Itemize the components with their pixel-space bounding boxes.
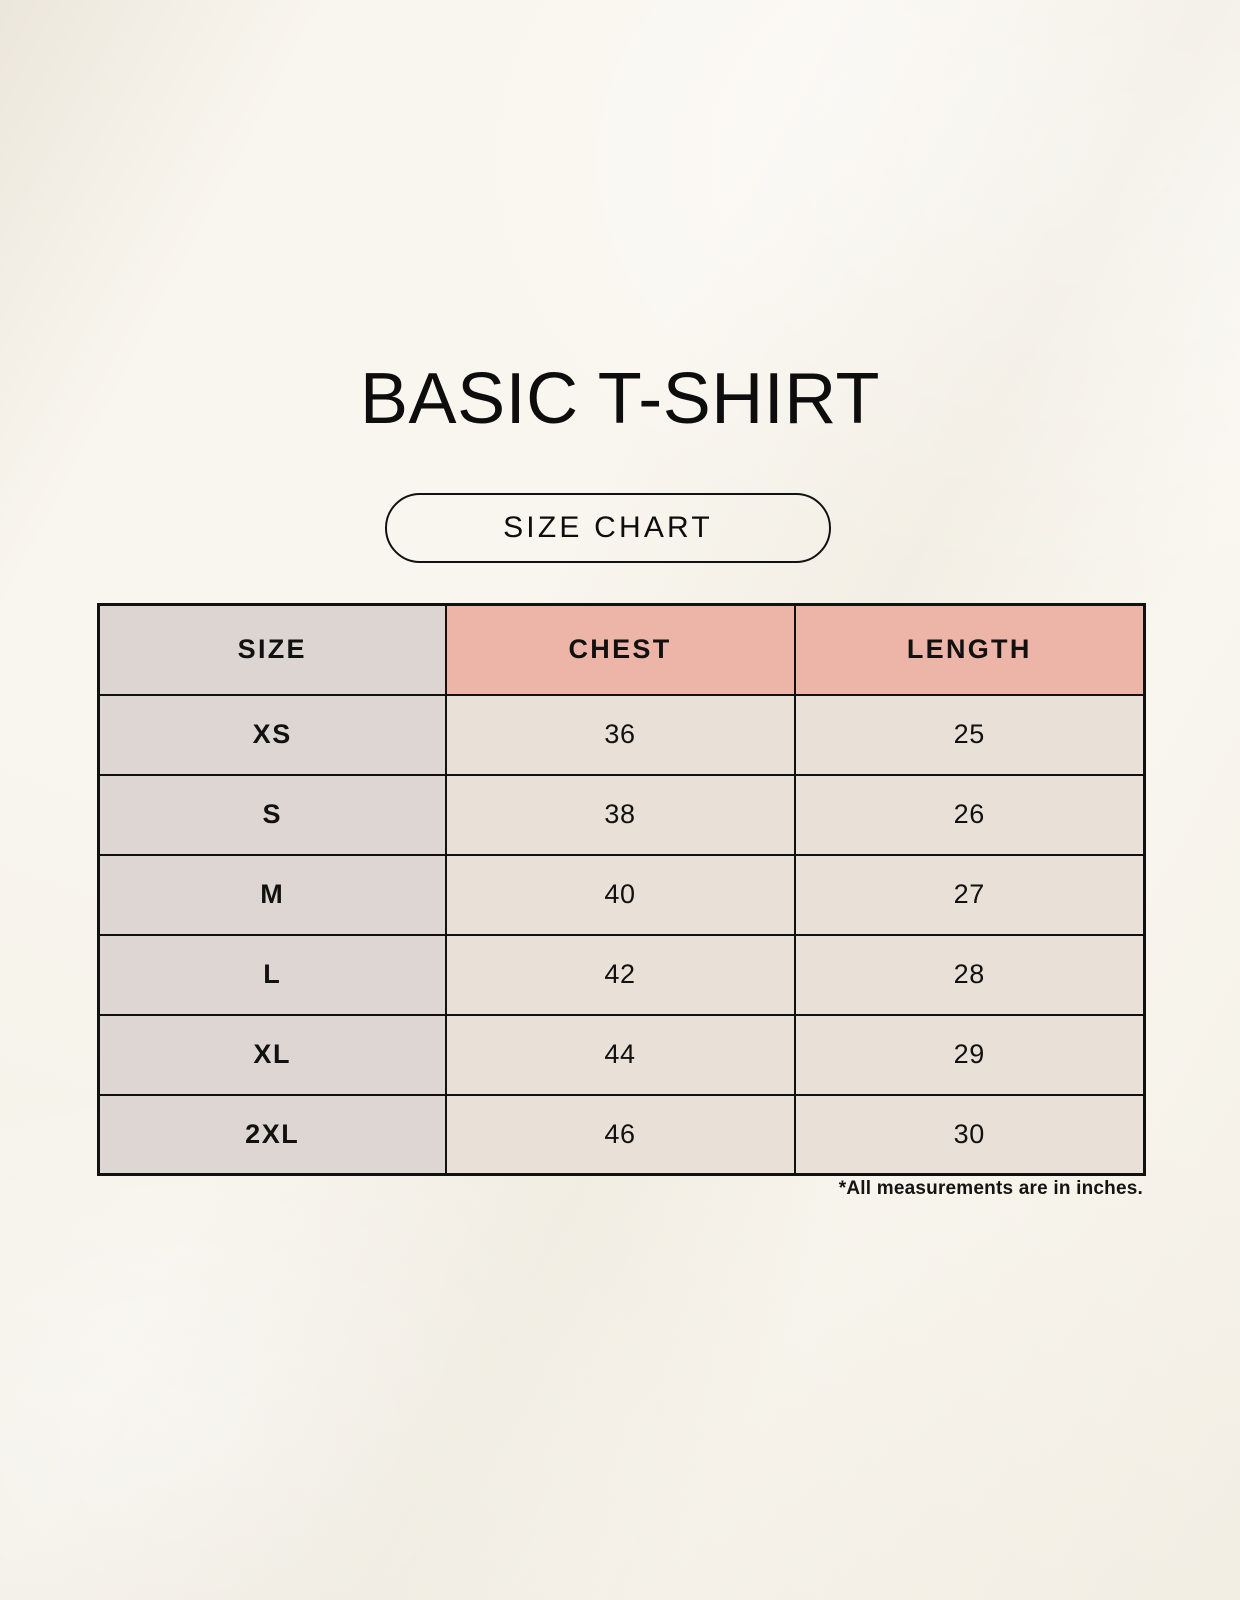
table-row: XS 36 25 — [97, 693, 1146, 776]
table-row: S 38 26 — [97, 773, 1146, 856]
column-header-size: SIZE — [97, 603, 447, 696]
cell-size: XL — [97, 1013, 447, 1096]
size-table: SIZE CHEST LENGTH XS 36 25 S 38 26 M — [97, 603, 1146, 1176]
cell-length: 25 — [793, 693, 1146, 776]
cell-size: XS — [97, 693, 447, 776]
cell-size: L — [97, 933, 447, 1016]
column-header-length: LENGTH — [793, 603, 1146, 696]
cell-size: M — [97, 853, 447, 936]
size-table-wrapper: SIZE CHEST LENGTH XS 36 25 S 38 26 M — [97, 603, 1146, 1176]
size-table-body: XS 36 25 S 38 26 M 40 27 L 42 28 — [97, 693, 1146, 1176]
column-header-chest: CHEST — [444, 603, 796, 696]
cell-chest: 40 — [444, 853, 796, 936]
table-row: XL 44 29 — [97, 1013, 1146, 1096]
cell-length: 30 — [793, 1093, 1146, 1176]
page-title: BASIC T-SHIRT — [360, 359, 880, 439]
table-row: M 40 27 — [97, 853, 1146, 936]
table-header-row: SIZE CHEST LENGTH — [97, 603, 1146, 696]
size-chart-badge-label: SIZE CHART — [503, 511, 713, 544]
cell-size: S — [97, 773, 447, 856]
cell-chest: 38 — [444, 773, 796, 856]
size-table-header: SIZE CHEST LENGTH — [97, 603, 1146, 696]
cell-length: 26 — [793, 773, 1146, 856]
cell-length: 29 — [793, 1013, 1146, 1096]
table-row: L 42 28 — [97, 933, 1146, 1016]
measurements-footnote: *All measurements are in inches. — [838, 1178, 1143, 1199]
size-chart-badge: SIZE CHART — [385, 493, 831, 563]
cell-chest: 42 — [444, 933, 796, 1016]
cell-chest: 36 — [444, 693, 796, 776]
cell-size: 2XL — [97, 1093, 447, 1176]
table-row: 2XL 46 30 — [97, 1093, 1146, 1176]
title-block: BASIC T-SHIRT — [0, 363, 1240, 435]
cell-chest: 44 — [444, 1013, 796, 1096]
cell-length: 27 — [793, 853, 1146, 936]
cell-chest: 46 — [444, 1093, 796, 1176]
cell-length: 28 — [793, 933, 1146, 1016]
